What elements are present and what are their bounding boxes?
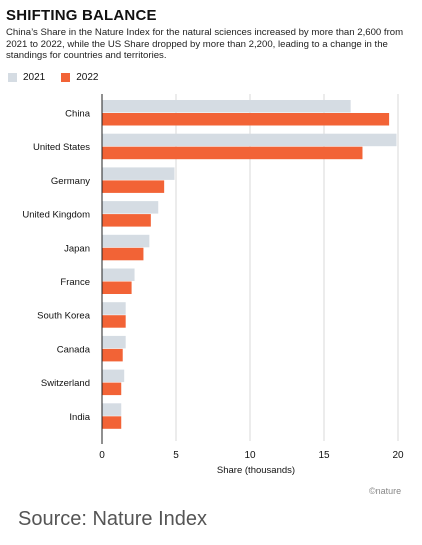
bar-south-korea-2021 xyxy=(102,302,126,315)
bar-united-kingdom-2021 xyxy=(102,201,159,214)
bar-switzerland-2022 xyxy=(102,382,122,396)
legend-swatch-2021 xyxy=(8,73,17,82)
nature-credit: ©nature xyxy=(369,486,402,496)
x-tick-label-10: 10 xyxy=(244,450,256,461)
bar-canada-2022 xyxy=(102,348,123,362)
category-label-japan: Japan xyxy=(64,243,90,254)
category-label-canada: Canada xyxy=(57,344,91,355)
x-tick-label-15: 15 xyxy=(318,450,330,461)
bar-switzerland-2021 xyxy=(102,369,125,383)
bar-france-2021 xyxy=(102,268,135,281)
bar-germany-2021 xyxy=(102,167,175,180)
legend-swatch-2022 xyxy=(61,73,71,82)
legend-item-2021: 2021 xyxy=(8,72,45,83)
bar-united-kingdom-2022 xyxy=(102,214,151,227)
category-label-switzerland: Switzerland xyxy=(41,378,90,389)
legend-label-2022: 2022 xyxy=(76,72,99,83)
category-label-united-kingdom: United Kingdom xyxy=(22,210,90,221)
source-note: Source: Nature Index xyxy=(18,508,207,530)
legend-item-2022: 2022 xyxy=(61,72,99,83)
x-tick-label-5: 5 xyxy=(173,450,179,461)
bar-south-korea-2022 xyxy=(102,315,126,328)
bar-japan-2021 xyxy=(102,234,150,248)
bar-china-2021 xyxy=(102,100,351,113)
bar-canada-2021 xyxy=(102,335,126,349)
category-label-india: India xyxy=(69,412,90,423)
legend: 2021 2022 xyxy=(8,72,115,83)
category-label-germany: Germany xyxy=(51,176,90,187)
chart-title: SHIFTING BALANCE xyxy=(6,7,157,24)
bar-japan-2022 xyxy=(102,247,144,261)
category-label-france: France xyxy=(60,277,90,288)
bar-united-states-2022 xyxy=(102,146,363,160)
category-label-united-states: United States xyxy=(33,142,90,153)
x-tick-label-0: 0 xyxy=(99,450,105,461)
chart-subtitle: China’s Share in the Nature Index for th… xyxy=(6,27,404,62)
bar-germany-2022 xyxy=(102,180,165,193)
bar-india-2022 xyxy=(102,416,122,429)
category-label-south-korea: South Korea xyxy=(37,311,91,322)
x-tick-label-20: 20 xyxy=(392,450,404,461)
bar-chart: China United States Germany United Kingdom J… xyxy=(22,94,404,476)
x-axis-label: Share (thousands) xyxy=(217,465,295,476)
bar-united-states-2021 xyxy=(102,133,397,147)
legend-label-2021: 2021 xyxy=(23,72,46,83)
bar-china-2022 xyxy=(102,113,390,126)
bar-india-2021 xyxy=(102,403,122,416)
category-label-china: China xyxy=(65,109,91,120)
bar-france-2022 xyxy=(102,281,132,294)
